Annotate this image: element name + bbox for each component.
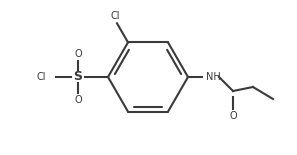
- Text: O: O: [74, 49, 82, 59]
- Text: O: O: [229, 111, 237, 121]
- Text: Cl: Cl: [110, 11, 120, 21]
- Text: O: O: [74, 95, 82, 105]
- Text: Cl: Cl: [37, 72, 46, 82]
- Text: NH: NH: [206, 72, 221, 82]
- Text: S: S: [73, 71, 83, 84]
